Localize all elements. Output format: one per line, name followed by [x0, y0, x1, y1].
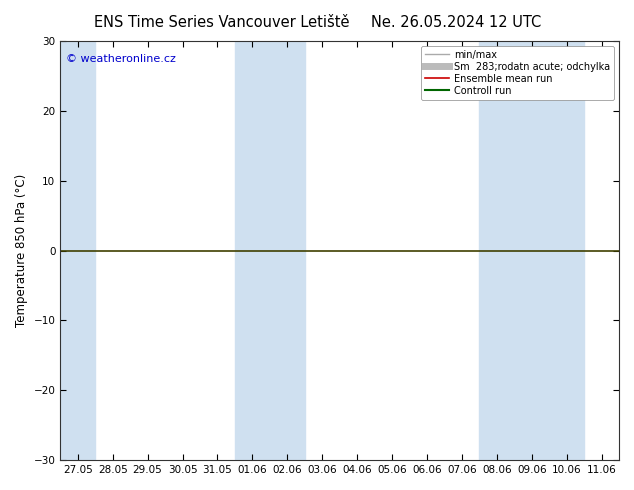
- Bar: [270, 41, 305, 460]
- Bar: [549, 41, 584, 460]
- Bar: [60, 41, 95, 460]
- Text: © weatheronline.cz: © weatheronline.cz: [66, 53, 176, 64]
- Bar: [479, 41, 514, 460]
- Y-axis label: Temperature 850 hPa (°C): Temperature 850 hPa (°C): [15, 174, 28, 327]
- Text: Ne. 26.05.2024 12 UTC: Ne. 26.05.2024 12 UTC: [372, 15, 541, 30]
- Legend: min/max, Sm  283;rodatn acute; odchylka, Ensemble mean run, Controll run: min/max, Sm 283;rodatn acute; odchylka, …: [421, 46, 614, 99]
- Text: ENS Time Series Vancouver Letiště: ENS Time Series Vancouver Letiště: [94, 15, 349, 30]
- Bar: [514, 41, 549, 460]
- Bar: [235, 41, 270, 460]
